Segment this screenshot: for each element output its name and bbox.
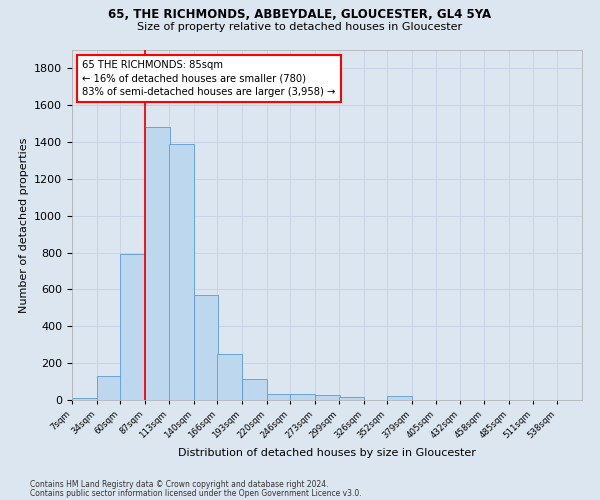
Bar	[290, 394, 315, 400]
Text: Contains public sector information licensed under the Open Government Licence v3: Contains public sector information licen…	[30, 488, 362, 498]
Bar	[339, 397, 364, 400]
Bar	[242, 379, 266, 400]
Y-axis label: Number of detached properties: Number of detached properties	[19, 138, 29, 312]
Bar	[217, 354, 242, 400]
Bar	[121, 254, 145, 400]
Bar	[315, 395, 340, 400]
Bar	[194, 295, 218, 400]
Text: 65, THE RICHMONDS, ABBEYDALE, GLOUCESTER, GL4 5YA: 65, THE RICHMONDS, ABBEYDALE, GLOUCESTER…	[109, 8, 491, 20]
Bar	[388, 396, 412, 400]
Bar	[169, 144, 194, 400]
Text: 65 THE RICHMONDS: 85sqm
← 16% of detached houses are smaller (780)
83% of semi-d: 65 THE RICHMONDS: 85sqm ← 16% of detache…	[82, 60, 335, 97]
Bar	[72, 398, 97, 400]
Text: Size of property relative to detached houses in Gloucester: Size of property relative to detached ho…	[137, 22, 463, 32]
Bar	[145, 128, 170, 400]
Bar	[266, 394, 292, 400]
Text: Contains HM Land Registry data © Crown copyright and database right 2024.: Contains HM Land Registry data © Crown c…	[30, 480, 329, 489]
X-axis label: Distribution of detached houses by size in Gloucester: Distribution of detached houses by size …	[178, 448, 476, 458]
Bar	[97, 376, 121, 400]
